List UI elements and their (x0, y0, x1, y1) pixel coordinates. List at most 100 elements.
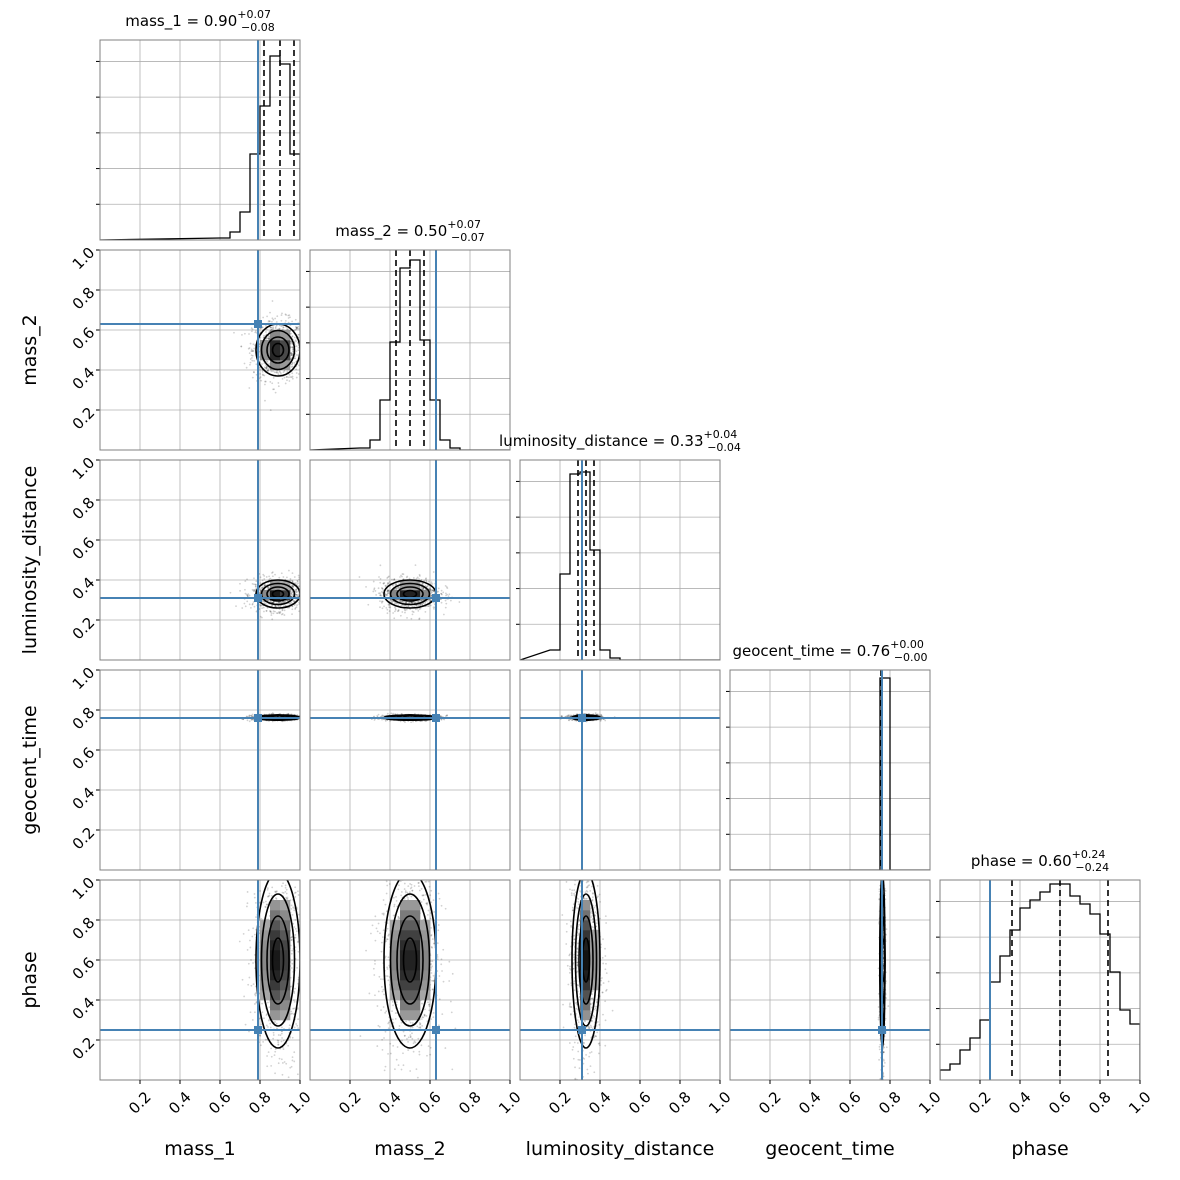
sample-point (292, 585, 295, 588)
sample-point (264, 380, 266, 383)
sample-point (303, 594, 305, 596)
sample-point (295, 591, 298, 593)
sample-point (279, 611, 282, 613)
sample-point (297, 593, 300, 596)
sample-point (392, 612, 395, 614)
sample-point (302, 596, 304, 598)
sample-point (408, 577, 411, 580)
sample-point (401, 575, 403, 578)
sample-point (420, 587, 423, 590)
sample-point (252, 589, 255, 592)
sample-point (272, 610, 275, 613)
sample-point (250, 354, 253, 357)
sample-point (279, 371, 281, 373)
panel-title-mass_2: mass_2 = 0.50+0.07 −0.07 (335, 218, 484, 244)
y-tick-label: 1.0 (69, 244, 99, 274)
sample-point (419, 603, 422, 606)
panel-title-mass_1: mass_1 = 0.90+0.07 −0.08 (125, 8, 274, 34)
sample-point (425, 580, 428, 583)
sample-point (292, 346, 294, 349)
sample-point (286, 328, 288, 331)
sample-point (244, 592, 247, 595)
sample-point (430, 589, 433, 592)
sample-point (384, 585, 387, 587)
sample-point (424, 720, 427, 723)
sample-point (248, 387, 251, 389)
sample-point (279, 601, 282, 604)
sample-point (286, 376, 288, 378)
sample-point (252, 343, 255, 346)
density-bin (260, 590, 271, 601)
sample-point (442, 591, 445, 594)
sample-point (301, 590, 303, 592)
sample-point (289, 603, 292, 605)
panel-content (310, 460, 510, 660)
sample-point (295, 598, 298, 601)
sample-point (253, 371, 255, 374)
sample-point (431, 589, 434, 592)
sample-point (372, 590, 375, 593)
sample-point (267, 368, 269, 371)
sample-point (393, 617, 396, 620)
sample-point (304, 602, 306, 604)
sample-point (306, 718, 308, 720)
sample-point (260, 379, 263, 382)
sample-point (307, 348, 309, 350)
sample-point (394, 607, 397, 610)
sample-point (265, 366, 268, 369)
sample-point (399, 720, 402, 723)
sample-point (380, 590, 383, 593)
sample-point (424, 602, 427, 604)
sample-point (274, 604, 277, 607)
sample-point (385, 594, 388, 597)
sample-point (293, 336, 296, 339)
sample-point (250, 607, 252, 609)
sample-point (301, 333, 303, 335)
density-bin (260, 350, 271, 361)
sample-point (272, 370, 274, 373)
sample-point (401, 600, 404, 603)
sample-point (427, 605, 430, 608)
sample-point (386, 608, 389, 611)
sample-point (306, 716, 308, 718)
sample-point (289, 376, 292, 378)
sample-point (286, 370, 289, 373)
sample-point (365, 585, 367, 588)
sample-point (301, 716, 303, 718)
sample-point (397, 609, 400, 612)
sample-point (422, 588, 425, 591)
sample-point (248, 594, 251, 597)
sample-point (253, 590, 256, 593)
sample-point (404, 608, 406, 611)
sample-point (411, 601, 414, 604)
sample-point (399, 614, 402, 617)
sample-point (424, 610, 427, 613)
sample-point (290, 585, 293, 587)
sample-point (279, 324, 282, 327)
sample-point (421, 603, 424, 606)
y-tick-label: 1.0 (69, 664, 99, 694)
sample-point (295, 326, 298, 329)
sample-point (393, 602, 396, 605)
sample-point (393, 578, 395, 581)
sample-point (393, 578, 396, 581)
sample-point (380, 586, 383, 589)
sample-point (417, 604, 420, 607)
sample-point (265, 331, 267, 333)
sample-point (295, 372, 298, 374)
sample-point (403, 605, 406, 607)
density-bin (280, 340, 291, 351)
sample-point (407, 601, 410, 604)
sample-point (407, 605, 410, 608)
sample-point (267, 337, 270, 340)
sample-point (278, 611, 280, 613)
sample-point (440, 718, 443, 721)
sample-point (246, 719, 249, 722)
sample-point (278, 715, 281, 718)
sample-point (429, 604, 432, 607)
sample-point (296, 595, 299, 598)
sample-point (285, 604, 287, 607)
sample-point (291, 365, 294, 368)
sample-point (290, 601, 293, 604)
sample-point (290, 352, 293, 355)
